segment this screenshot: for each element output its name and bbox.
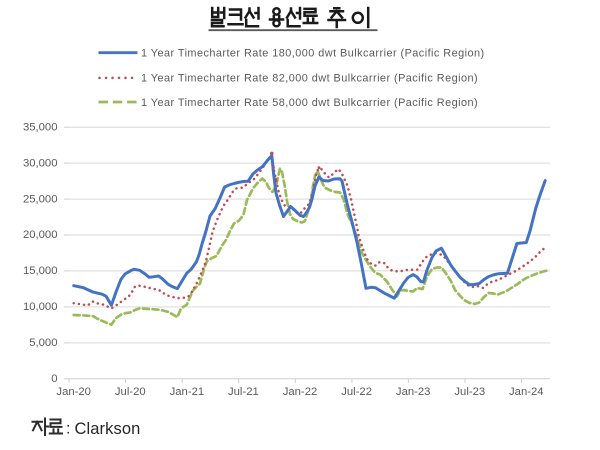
svg-text:Jan-21: Jan-21 (170, 386, 205, 398)
svg-text:1 Year Timecharter Rate 58,000: 1 Year Timecharter Rate 58,000 dwt Bulkc… (141, 97, 478, 109)
svg-text:15,000: 15,000 (23, 265, 58, 277)
svg-text:30,000: 30,000 (23, 157, 58, 169)
svg-text:Jan-20: Jan-20 (56, 386, 91, 398)
svg-text:0: 0 (51, 373, 57, 385)
svg-text:35,000: 35,000 (23, 121, 58, 133)
svg-text:Jul-20: Jul-20 (115, 386, 146, 398)
svg-text:Jan-22: Jan-22 (283, 386, 318, 398)
svg-text:1 Year Timecharter Rate 82,000: 1 Year Timecharter Rate 82,000 dwt Bulkc… (141, 73, 478, 85)
svg-text:Jan-24: Jan-24 (509, 386, 544, 398)
svg-text:1 Year Timecharter Rate 180,00: 1 Year Timecharter Rate 180,000 dwt Bulk… (141, 48, 485, 60)
svg-text::: : (66, 421, 70, 438)
svg-text:Jul-22: Jul-22 (341, 386, 372, 398)
svg-text:5,000: 5,000 (29, 337, 57, 349)
svg-text:Jul-21: Jul-21 (228, 386, 259, 398)
svg-text:Jan-23: Jan-23 (396, 386, 431, 398)
svg-text:20,000: 20,000 (23, 229, 58, 241)
svg-text:25,000: 25,000 (23, 193, 58, 205)
svg-text:Jul-23: Jul-23 (454, 386, 485, 398)
svg-text:10,000: 10,000 (23, 301, 58, 313)
svg-text:Clarkson: Clarkson (75, 420, 141, 438)
